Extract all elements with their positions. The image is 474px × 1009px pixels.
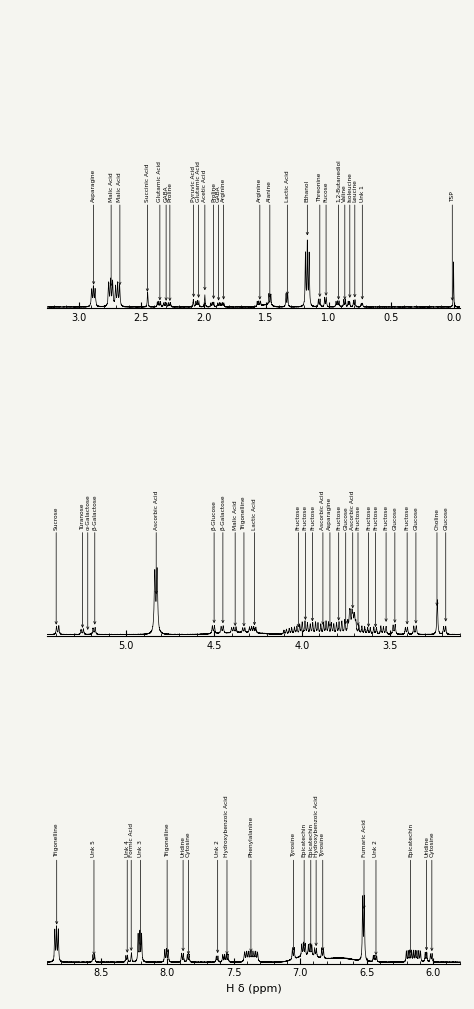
Text: β-Galactose: β-Galactose: [220, 494, 225, 623]
Text: Fucose: Fucose: [324, 182, 328, 295]
Text: GABA: GABA: [164, 186, 169, 300]
Text: Lactic Acid: Lactic Acid: [285, 171, 290, 295]
Text: Uridine: Uridine: [424, 836, 429, 949]
Text: Unk 1: Unk 1: [360, 186, 365, 299]
Text: Fructose: Fructose: [383, 504, 389, 622]
Text: Trigonelline: Trigonelline: [241, 496, 246, 626]
Text: Ascorbic Acid: Ascorbic Acid: [154, 490, 159, 593]
Text: Malic Acid: Malic Acid: [109, 173, 114, 286]
Text: Fumaric Acid: Fumaric Acid: [362, 819, 366, 908]
Text: Malic Acid: Malic Acid: [233, 500, 237, 626]
Text: Valine: Valine: [342, 185, 347, 299]
Text: Unk 5: Unk 5: [91, 840, 97, 955]
Text: Cytosine: Cytosine: [429, 831, 434, 950]
Text: Turanose: Turanose: [80, 503, 85, 628]
Text: Epicatechin: Epicatechin: [301, 823, 307, 945]
Text: Tyrosine: Tyrosine: [291, 833, 296, 949]
Text: Ethanol: Ethanol: [305, 180, 310, 235]
Text: Threonine: Threonine: [317, 173, 322, 297]
Text: Pyruvic Acid: Pyruvic Acid: [191, 166, 196, 297]
Text: TSP: TSP: [450, 192, 455, 300]
Text: GABA: GABA: [216, 186, 221, 300]
Text: Formic Acid: Formic Acid: [129, 823, 134, 950]
Text: Glucose: Glucose: [413, 507, 419, 623]
Text: Fructose: Fructose: [336, 504, 341, 620]
Text: Sucrose: Sucrose: [54, 507, 59, 624]
Text: Glucose: Glucose: [343, 507, 348, 624]
Text: Leucine: Leucine: [352, 180, 357, 297]
Text: 1,2-Butanediol: 1,2-Butanediol: [336, 159, 341, 299]
X-axis label: H δ (ppm): H δ (ppm): [226, 984, 282, 994]
Text: Fructose: Fructose: [303, 504, 308, 620]
Text: Trigonelline: Trigonelline: [164, 823, 170, 951]
Text: Tyrosine: Tyrosine: [320, 833, 325, 949]
Text: Fructose: Fructose: [356, 504, 361, 625]
Text: Unk 2: Unk 2: [374, 840, 378, 955]
Text: Unk 4: Unk 4: [125, 840, 130, 952]
Text: Fructose: Fructose: [373, 504, 378, 627]
Text: Trigonelline: Trigonelline: [54, 823, 59, 924]
Text: Malic Acid: Malic Acid: [118, 173, 122, 285]
Text: β-Galactose: β-Galactose: [92, 494, 97, 624]
Text: Ascorbic Acid: Ascorbic Acid: [350, 490, 355, 607]
Text: Unk 3: Unk 3: [138, 840, 143, 945]
Text: Fructose: Fructose: [366, 504, 371, 627]
Text: Phenylalanine: Phenylalanine: [248, 816, 254, 951]
Text: Glutamic Acid: Glutamic Acid: [196, 161, 201, 297]
Text: Fructose: Fructose: [310, 504, 315, 621]
Text: Choline: Choline: [435, 508, 439, 605]
Text: Succinic Acid: Succinic Acid: [145, 163, 150, 291]
Text: Hydroxybenzoic Acid: Hydroxybenzoic Acid: [225, 796, 229, 954]
Text: Ascorbic Acid: Ascorbic Acid: [320, 490, 326, 625]
Text: Glucose: Glucose: [443, 507, 448, 621]
Text: Acetic Acid: Acetic Acid: [202, 170, 207, 290]
Text: Isoleucine: Isoleucine: [347, 173, 352, 297]
Text: Alanine: Alanine: [267, 181, 273, 297]
Text: Proline: Proline: [167, 183, 173, 301]
Text: Arginine: Arginine: [221, 178, 226, 299]
Text: Lactic Acid: Lactic Acid: [252, 498, 257, 625]
Text: Proline: Proline: [211, 183, 216, 299]
Text: Cytosine: Cytosine: [186, 831, 191, 954]
Text: Fructose: Fructose: [296, 504, 301, 627]
Text: Glutamic Acid: Glutamic Acid: [157, 161, 163, 300]
Text: Unk 2: Unk 2: [215, 840, 220, 952]
Text: Fructose: Fructose: [405, 504, 410, 624]
Text: Hydroxybenzoic Acid: Hydroxybenzoic Acid: [314, 796, 319, 945]
Text: β-Glucose: β-Glucose: [211, 499, 217, 623]
Text: Epicatechin: Epicatechin: [308, 823, 313, 946]
Text: Glucose: Glucose: [392, 507, 397, 623]
Text: Asparagine: Asparagine: [91, 169, 96, 284]
Text: α-Galactose: α-Galactose: [85, 494, 90, 630]
Text: Uridine: Uridine: [181, 836, 186, 950]
Text: Arginine: Arginine: [257, 178, 262, 299]
Text: Epicatechin: Epicatechin: [408, 823, 413, 952]
Text: Asparagine: Asparagine: [328, 496, 332, 626]
